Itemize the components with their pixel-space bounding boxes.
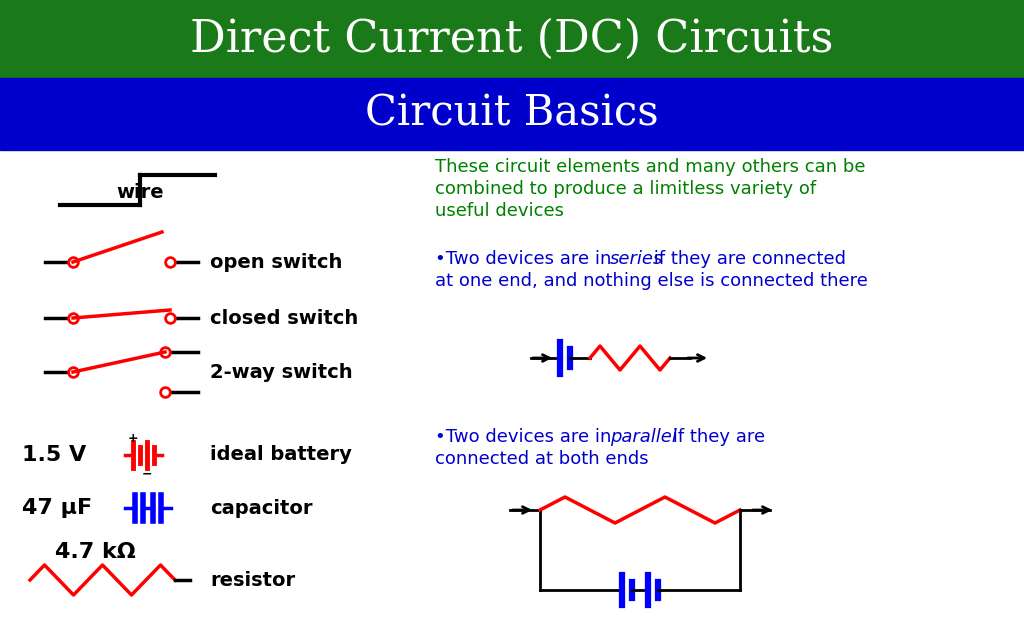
Bar: [0, 78, 1024, 150]
Text: at one end, and nothing else is connected there: at one end, and nothing else is connecte…: [435, 272, 868, 290]
Text: 4.7 kΩ: 4.7 kΩ: [54, 542, 135, 562]
Text: wire: wire: [116, 182, 164, 202]
Text: −: −: [141, 467, 153, 481]
Text: Circuit Basics: Circuit Basics: [366, 93, 658, 135]
Text: closed switch: closed switch: [210, 308, 358, 328]
Bar: [0, 0, 1024, 78]
Text: Direct Current (DC) Circuits: Direct Current (DC) Circuits: [190, 17, 834, 61]
Text: useful devices: useful devices: [435, 202, 564, 220]
Text: +: +: [128, 431, 138, 445]
Text: •Two devices are in: •Two devices are in: [435, 250, 617, 268]
Text: resistor: resistor: [210, 570, 295, 589]
Text: open switch: open switch: [210, 253, 342, 271]
Text: These circuit elements and many others can be: These circuit elements and many others c…: [435, 158, 865, 176]
Text: •Two devices are in: •Two devices are in: [435, 428, 617, 446]
Text: 47 μF: 47 μF: [22, 498, 92, 518]
Text: series: series: [610, 250, 664, 268]
Text: connected at both ends: connected at both ends: [435, 450, 648, 468]
Text: combined to produce a limitless variety of: combined to produce a limitless variety …: [435, 180, 816, 198]
Text: if they are connected: if they are connected: [648, 250, 846, 268]
Text: 1.5 V: 1.5 V: [22, 445, 86, 465]
Text: parallel: parallel: [610, 428, 677, 446]
Text: if they are: if they are: [667, 428, 765, 446]
Text: ideal battery: ideal battery: [210, 445, 352, 465]
Text: 2-way switch: 2-way switch: [210, 362, 352, 381]
Text: capacitor: capacitor: [210, 499, 312, 518]
